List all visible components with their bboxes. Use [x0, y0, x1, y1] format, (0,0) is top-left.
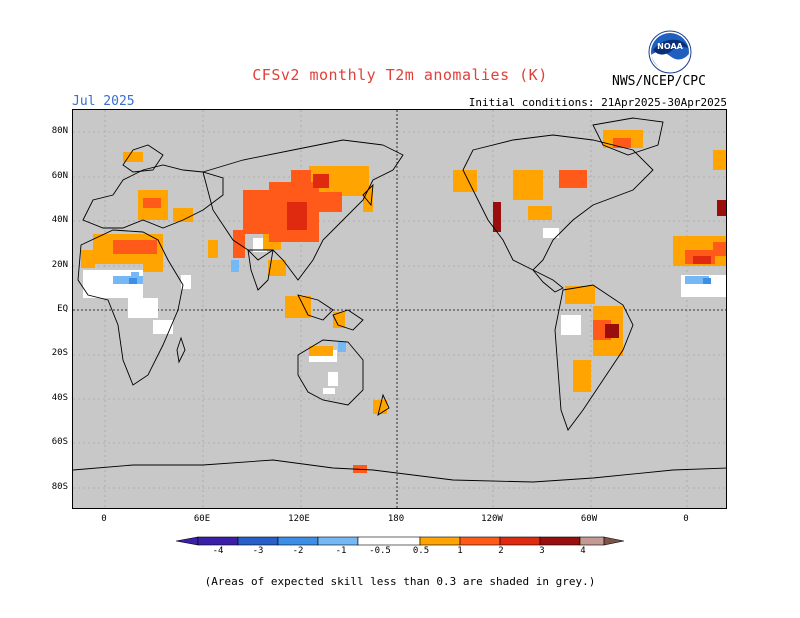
anomaly-map [72, 109, 727, 509]
lat-label: 60N [51, 171, 68, 181]
colorbar-label: -1 [335, 546, 347, 556]
lat-label: 40N [51, 215, 68, 225]
colorbar-label: 3 [539, 546, 545, 556]
colorbar-label: 1 [457, 546, 463, 556]
colorbar-label: 2 [498, 546, 504, 556]
warm-anomalies-weak [81, 130, 726, 414]
lon-label: 0 [683, 514, 689, 524]
equator-dateline [73, 110, 726, 508]
colorbar-label: -0.5 [369, 546, 391, 556]
lon-label: 60E [193, 514, 211, 524]
warm-anomalies-very-strong [493, 200, 726, 338]
lon-label: 120E [288, 514, 310, 524]
colorbar-label: -2 [292, 546, 304, 556]
noaa-logo: NOAA [648, 30, 692, 74]
colorbar-label: 0.5 [412, 546, 430, 556]
warm-anomalies-strong [287, 174, 711, 264]
colorbar-label: 4 [580, 546, 586, 556]
lat-label: 80N [51, 126, 68, 136]
lon-label: 60W [580, 514, 598, 524]
coastlines [73, 117, 726, 483]
lat-label: 20N [51, 260, 68, 270]
colorbar-label: -3 [252, 546, 264, 556]
cold-anomalies [113, 260, 709, 352]
lat-label: 40S [51, 393, 68, 403]
lat-label: 20S [51, 348, 68, 358]
colorbar-label: -4 [212, 546, 224, 556]
footnote: (Areas of expected skill less than 0.3 a… [204, 575, 596, 588]
lat-label: 80S [51, 482, 68, 492]
lat-label: EQ [57, 304, 68, 314]
forecast-month: Jul 2025 [72, 94, 135, 109]
lon-label: 120W [481, 514, 503, 524]
colorbar-arrow-left [175, 536, 199, 546]
colorbar-arrow-right [603, 536, 625, 546]
chart-title: CFSv2 monthly T2m anomalies (K) [252, 66, 548, 84]
agency-label: NWS/NCEP/CPC [612, 74, 706, 89]
map-svg [73, 110, 726, 508]
lon-label: 0 [101, 514, 107, 524]
graticule [73, 110, 726, 508]
cold-anomalies-strong [129, 278, 711, 284]
initial-conditions: Initial conditions: 21Apr2025-30Apr2025 [468, 96, 727, 109]
near-normal-areas [83, 228, 726, 394]
lon-label: 180 [387, 514, 405, 524]
lat-label: 60S [51, 437, 68, 447]
logo-text: NOAA [657, 42, 683, 51]
